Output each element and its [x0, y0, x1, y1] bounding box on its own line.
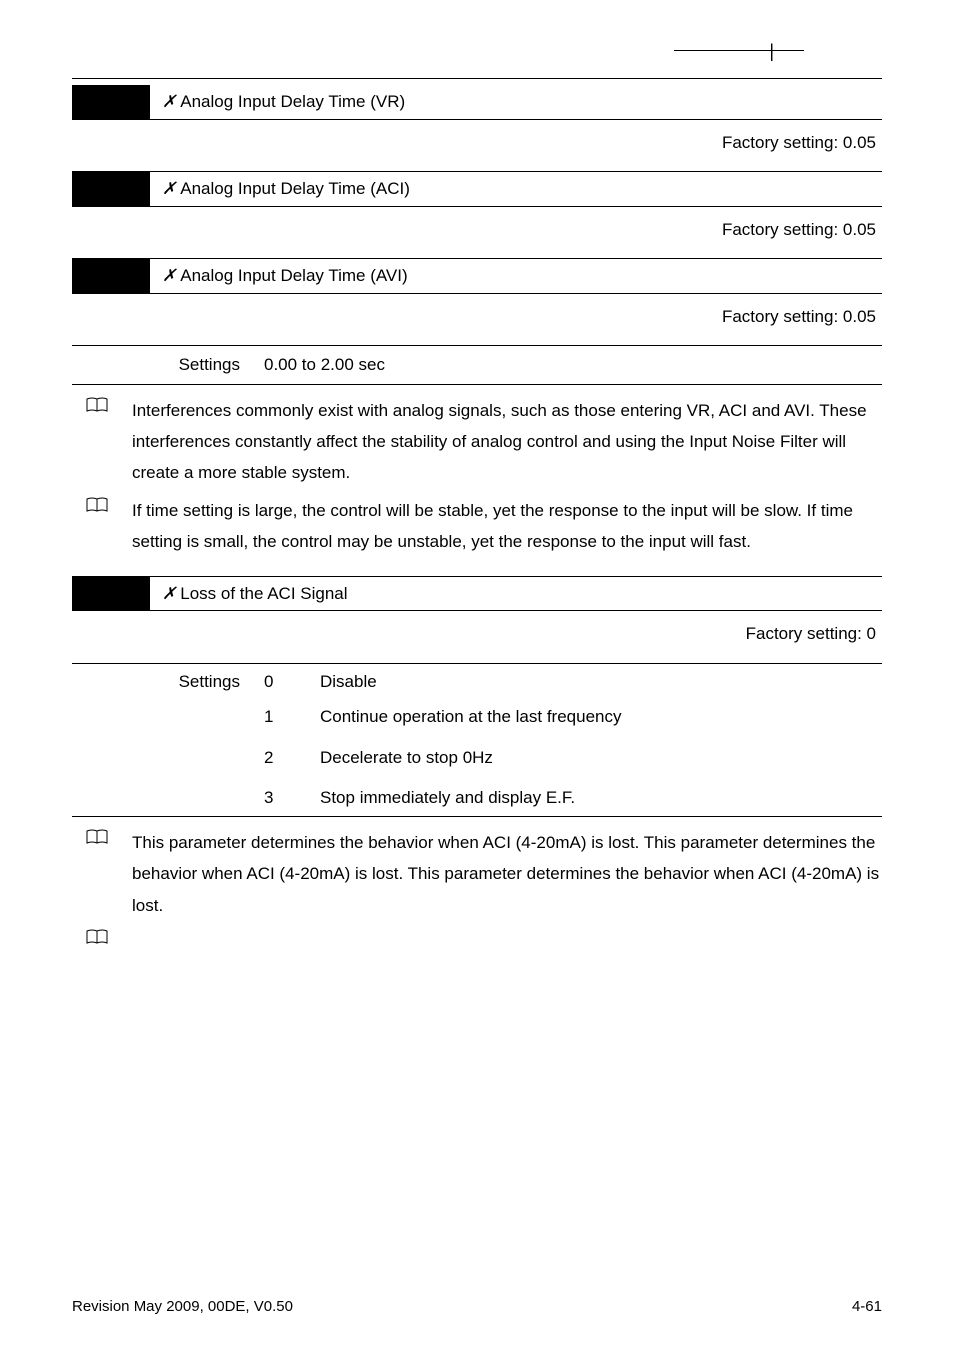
- param-title-vr: ✗Analog Input Delay Time (VR): [150, 85, 413, 119]
- black-box-aci: [72, 172, 150, 206]
- top-rule-right: [674, 50, 804, 51]
- param-title-aci-text: Analog Input Delay Time (ACI): [180, 179, 410, 198]
- settings-table-loss: Settings 0 Disable 1 Continue operation …: [72, 663, 882, 817]
- note-1-text: Interferences commonly exist with analog…: [132, 395, 882, 489]
- table-row: 3 Stop immediately and display E.F.: [72, 780, 882, 817]
- opt-desc-1: Continue operation at the last frequency: [320, 704, 621, 730]
- book-icon: [72, 495, 132, 558]
- param-title-aci: ✗Analog Input Delay Time (ACI): [150, 172, 418, 206]
- opt-num-2: 2: [264, 745, 320, 771]
- footer-left: Revision May 2009, 00DE, V0.50: [72, 1296, 293, 1319]
- note-4-empty: [72, 927, 882, 953]
- opt-num-0: 0: [264, 669, 320, 695]
- black-box-avi: [72, 259, 150, 293]
- table-row: Settings 0 Disable: [72, 663, 882, 700]
- param-header-aci: ✗Analog Input Delay Time (ACI): [72, 171, 882, 207]
- settings-label: Settings: [72, 352, 264, 378]
- param-title-vr-text: Analog Input Delay Time (VR): [180, 92, 405, 111]
- param-header-loss: ✗Loss of the ACI Signal: [72, 576, 882, 612]
- book-icon: [72, 827, 132, 921]
- settings-label: Settings: [72, 669, 264, 695]
- black-box-vr: [72, 85, 150, 119]
- param-title-loss-text: Loss of the ACI Signal: [180, 584, 347, 603]
- param-header-vr: ✗Analog Input Delay Time (VR): [72, 85, 882, 120]
- factory-avi: Factory setting: 0.05: [72, 304, 882, 330]
- book-icon: [72, 395, 132, 489]
- table-row: 1 Continue operation at the last frequen…: [72, 699, 882, 735]
- note-3: This parameter determines the behavior w…: [72, 827, 882, 921]
- footer-right: 4-61: [852, 1296, 882, 1319]
- top-pipe: |: [769, 38, 774, 65]
- param-title-avi: ✗Analog Input Delay Time (AVI): [150, 259, 416, 293]
- param-header-avi: ✗Analog Input Delay Time (AVI): [72, 258, 882, 294]
- note-2-text: If time setting is large, the control wi…: [132, 495, 882, 558]
- note-2: If time setting is large, the control wi…: [72, 495, 882, 558]
- factory-aci: Factory setting: 0.05: [72, 217, 882, 243]
- opt-desc-3: Stop immediately and display E.F.: [320, 785, 575, 811]
- factory-loss: Factory setting: 0: [72, 621, 882, 647]
- opt-num-1: 1: [264, 704, 320, 730]
- factory-vr: Factory setting: 0.05: [72, 130, 882, 156]
- opt-desc-0: Disable: [320, 669, 377, 695]
- param-title-avi-text: Analog Input Delay Time (AVI): [180, 266, 407, 285]
- black-box-loss: [72, 577, 150, 611]
- book-icon: [72, 927, 132, 953]
- settings-row-delay: Settings 0.00 to 2.00 sec: [72, 345, 882, 385]
- table-row: 2 Decelerate to stop 0Hz: [72, 735, 882, 781]
- opt-desc-2: Decelerate to stop 0Hz: [320, 745, 493, 771]
- note-3-text: This parameter determines the behavior w…: [132, 827, 882, 921]
- note-1: Interferences commonly exist with analog…: [72, 395, 882, 489]
- param-title-loss: ✗Loss of the ACI Signal: [150, 577, 356, 611]
- footer: Revision May 2009, 00DE, V0.50 4-61: [72, 1296, 882, 1319]
- divider-1: [72, 78, 882, 79]
- opt-num-3: 3: [264, 785, 320, 811]
- settings-range: 0.00 to 2.00 sec: [264, 352, 385, 378]
